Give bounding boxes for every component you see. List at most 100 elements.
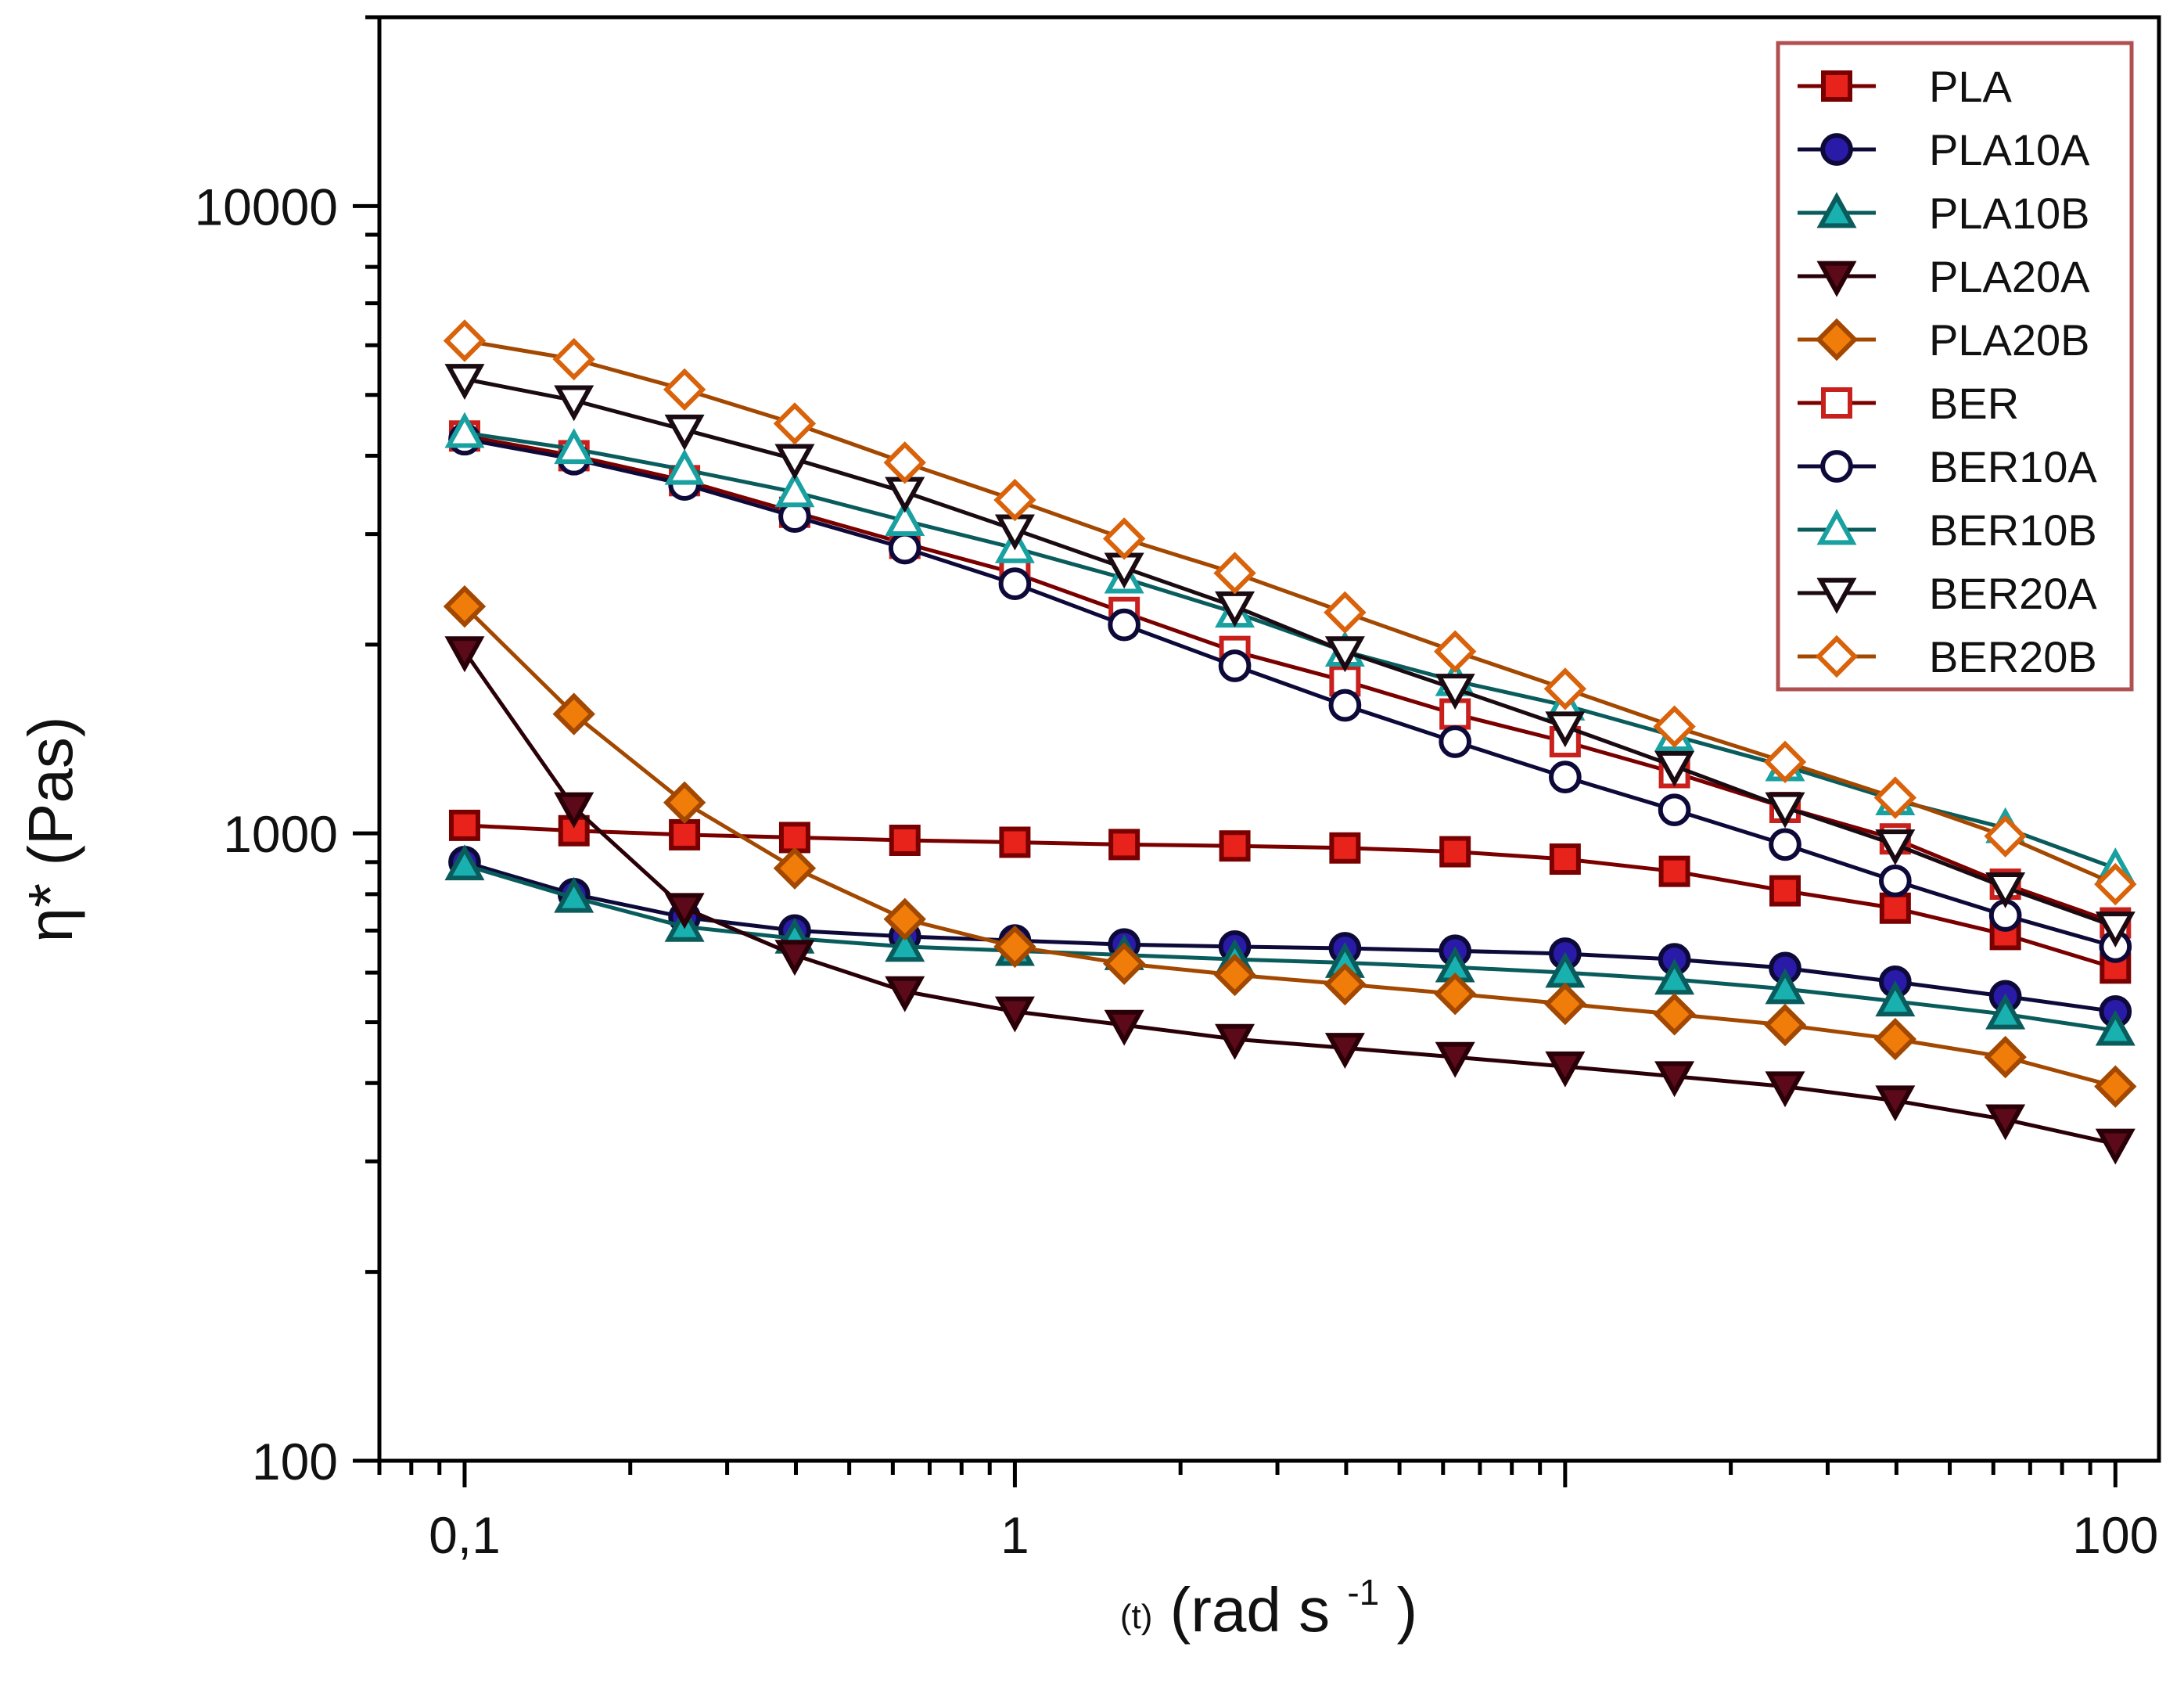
legend-label: PLA — [1929, 62, 2012, 111]
data-point — [664, 893, 705, 930]
data-point — [883, 441, 926, 484]
data-point — [443, 584, 487, 628]
data-point — [2094, 862, 2137, 906]
plot-frame — [377, 15, 2161, 1463]
y-tick-label: 1000 — [223, 805, 338, 863]
data-point — [1878, 865, 1912, 897]
data-point — [1324, 591, 1367, 634]
data-point — [1654, 958, 1695, 995]
data-point — [1329, 832, 1361, 864]
data-point — [1543, 667, 1587, 710]
series-line — [464, 339, 2117, 886]
x-tick-label: 0,1 — [429, 1506, 501, 1564]
axis-ticks — [353, 15, 2118, 1487]
legend-label: BER — [1929, 379, 2019, 428]
data-point — [1763, 1003, 1807, 1047]
data-point — [993, 478, 1036, 522]
legend-label: BER20A — [1929, 569, 2097, 618]
x-axis-title-prefix: (t) — [1120, 1598, 1153, 1636]
data-point — [552, 337, 595, 381]
data-point — [1873, 1017, 1917, 1061]
y-tick-label: 100 — [252, 1433, 338, 1490]
legend-marker — [1816, 261, 1857, 297]
data-point — [1435, 674, 1475, 710]
x-axis-title: (t) (rad s -1 ) — [1120, 1548, 1417, 1645]
legend-label: PLA10B — [1929, 189, 2090, 238]
legend-item: BER10B — [1798, 505, 2097, 555]
data-point — [1433, 973, 1477, 1016]
data-point — [1439, 836, 1471, 868]
series-pla20a — [444, 636, 2136, 1165]
data-point — [1549, 843, 1581, 876]
data-point — [554, 428, 594, 465]
data-point — [773, 847, 817, 890]
data-point — [1654, 1061, 1695, 1098]
legend-label: BER20B — [1929, 632, 2097, 681]
x-tick-label: 100 — [2072, 1506, 2158, 1564]
data-point — [885, 500, 925, 536]
data-point — [1328, 689, 1362, 722]
data-point — [444, 412, 485, 448]
data-point — [999, 826, 1031, 858]
series-pla20b — [443, 584, 2137, 1108]
legend-item: PLA20A — [1798, 252, 2090, 301]
legend-item: BER10A — [1798, 442, 2097, 491]
legend-item: BER — [1798, 379, 2019, 428]
data-point — [774, 940, 815, 976]
x-tick-label: 1 — [1000, 1506, 1029, 1564]
data-point — [2095, 1009, 2136, 1046]
legend-marker — [1816, 577, 1857, 614]
x-axis-title-sup: -1 — [1347, 1572, 1379, 1613]
data-point — [1875, 980, 1916, 1017]
data-point — [1985, 872, 2026, 908]
legend-item: BER20A — [1798, 569, 2097, 618]
data-point — [1658, 793, 1691, 827]
data-point — [1545, 1051, 1586, 1088]
data-point — [1435, 1041, 1475, 1078]
data-point — [1875, 829, 1916, 865]
data-point — [774, 444, 815, 480]
legend-marker — [1821, 70, 1852, 102]
data-point — [1324, 962, 1367, 1006]
data-point — [663, 368, 706, 412]
data-point — [885, 976, 925, 1012]
data-point — [1108, 829, 1140, 861]
legend-item: PLA10B — [1798, 189, 2090, 238]
data-point — [1984, 814, 2027, 858]
legend-marker — [1816, 509, 1857, 545]
x-axis-title-main: (rad s — [1170, 1575, 1331, 1645]
legend-item: PLA10A — [1798, 125, 2090, 174]
data-point — [2094, 1065, 2137, 1108]
data-point — [448, 809, 480, 841]
y-axis-title: η* (Pas) — [16, 717, 85, 943]
series-line — [464, 433, 2117, 925]
legend-label: PLA20A — [1929, 252, 2090, 301]
y-tick-label: 10000 — [194, 178, 338, 236]
data-point — [1213, 953, 1256, 997]
data-point — [1545, 711, 1586, 748]
data-point — [1763, 740, 1807, 784]
data-point — [1769, 828, 1801, 861]
data-point — [1439, 725, 1472, 758]
data-point — [552, 692, 595, 735]
data-point — [1658, 855, 1690, 887]
data-point — [1875, 1085, 1916, 1122]
data-point — [1984, 1035, 2027, 1079]
data-point — [1653, 993, 1696, 1036]
data-point — [1549, 761, 1582, 793]
series-line — [462, 650, 2116, 1146]
data-point — [554, 792, 594, 829]
series-line — [464, 377, 2117, 929]
series-line — [464, 437, 2116, 949]
data-point — [1765, 1071, 1805, 1108]
data-point — [774, 471, 815, 508]
data-point — [664, 414, 705, 451]
data-point — [1218, 649, 1252, 682]
data-point — [1985, 1104, 2026, 1141]
series-line — [464, 430, 2117, 871]
data-point — [1108, 608, 1141, 642]
x-axis-title-suffix: ) — [1397, 1575, 1418, 1645]
data-point — [1104, 1009, 1144, 1046]
series-ber20b — [443, 319, 2137, 906]
legend-item: BER20B — [1798, 632, 2097, 681]
